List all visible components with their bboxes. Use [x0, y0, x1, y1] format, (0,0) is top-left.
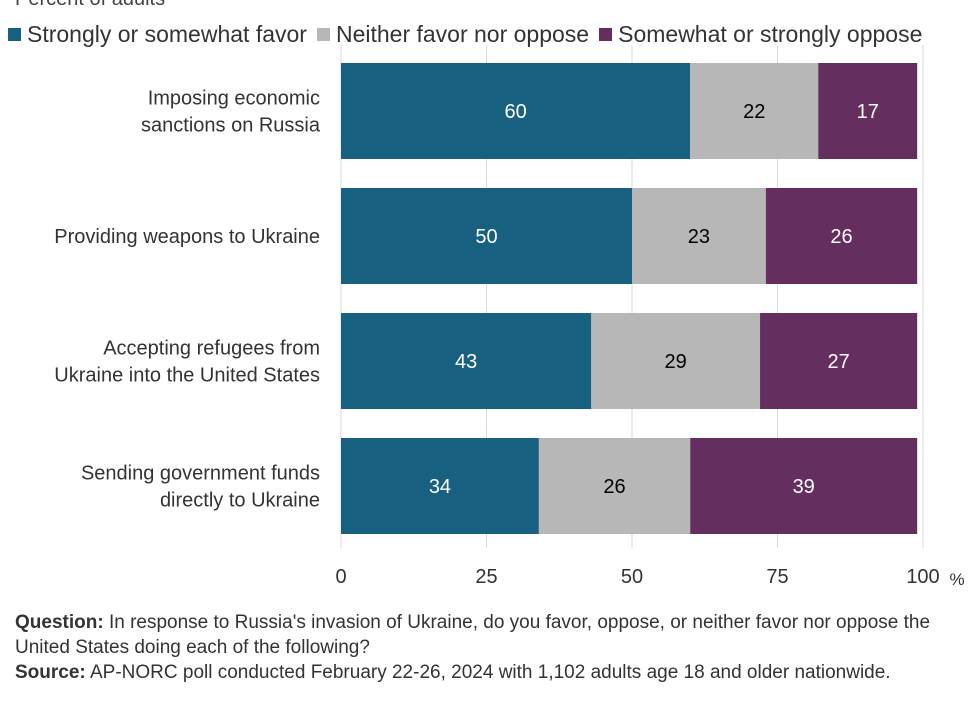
question-note: Question: In response to Russia's invasi…	[15, 610, 965, 660]
data-label-2-1: 29	[665, 351, 687, 373]
category-label-line: Ukraine into the United States	[54, 365, 320, 387]
tick-label-100: 100	[906, 566, 939, 588]
category-label-line: sanctions on Russia	[141, 115, 321, 137]
legend-label-oppose: Somewhat or strongly oppose	[618, 20, 923, 47]
bar-segment-2-2	[760, 313, 918, 409]
data-label-1-2: 26	[830, 226, 852, 248]
category-label-line: Accepting refugees from	[103, 338, 320, 360]
category-label-3: Sending government funds directly to Ukra…	[81, 463, 320, 512]
question-text: In response to Russia's invasion of Ukra…	[15, 612, 931, 658]
chart-subtitle: Percent of adults	[15, 0, 165, 11]
bar-segment-2-0	[341, 313, 592, 409]
data-label-0-0: 60	[504, 101, 526, 123]
source-text: AP-NORC poll conducted February 22-26, 2…	[85, 662, 891, 683]
data-label-3-1: 26	[603, 476, 625, 498]
source-label: Source:	[15, 662, 86, 683]
data-label-2-2: 27	[827, 351, 849, 373]
category-label-line: Sending government funds	[81, 463, 320, 485]
bar-segment-3-2	[690, 438, 918, 534]
source-note: Source: AP-NORC poll conducted February …	[15, 660, 965, 685]
legend: Strongly or somewhat favor Neither favor…	[8, 20, 932, 48]
bar-segment-0-2	[818, 63, 918, 159]
legend-swatch-favor	[8, 27, 21, 41]
data-label-1-0: 50	[475, 226, 497, 248]
category-label-0: Imposing economic sanctions on Russia	[141, 88, 321, 137]
data-label-0-2: 17	[857, 101, 879, 123]
bar-segment-3-1	[538, 438, 691, 534]
category-label-line: Imposing economic	[148, 88, 320, 110]
legend-swatch-neither	[316, 27, 330, 41]
chart-footer: Question: In response to Russia's invasi…	[15, 610, 965, 685]
category-label-line: directly to Ukraine	[160, 490, 320, 512]
legend-item-neither: Neither favor nor oppose	[316, 20, 590, 48]
category-label-2: Accepting refugees from Ukraine into the …	[54, 338, 320, 387]
question-label: Question:	[15, 612, 104, 633]
data-label-0-1: 22	[743, 101, 765, 123]
data-label-3-2: 39	[793, 476, 815, 498]
legend-item-favor: Strongly or somewhat favor	[8, 21, 307, 48]
x-axis-unit: %	[949, 570, 964, 589]
stacked-bar-chart: 60 22 17 Imposing economic sanctions on Russ…	[54, 45, 965, 589]
bar-segment-0-1	[690, 63, 819, 159]
bar-segment-0-0	[341, 63, 691, 159]
legend-label-favor: Strongly or somewhat favor	[27, 20, 307, 47]
legend-swatch-oppose	[599, 27, 613, 41]
data-label-3-0: 34	[429, 476, 451, 498]
category-label-1: Providing weapons to Ukraine	[54, 226, 320, 248]
data-label-2-0: 43	[455, 351, 477, 373]
bar-segment-2-1	[591, 313, 761, 409]
legend-item-oppose: Somewhat or strongly oppose	[599, 21, 922, 48]
data-label-1-1: 23	[688, 226, 710, 248]
tick-label-75: 75	[766, 566, 788, 588]
tick-label-25: 25	[475, 566, 497, 588]
bar-segment-1-1	[632, 188, 766, 284]
bar-segment-3-0	[341, 438, 539, 534]
bar-segment-1-2	[765, 188, 918, 284]
bar-segment-1-0	[341, 188, 632, 284]
tick-label-0: 0	[335, 566, 346, 588]
legend-label-neither: Neither favor nor oppose	[335, 20, 590, 47]
category-label-line: Providing weapons to Ukraine	[54, 226, 320, 248]
tick-label-50: 50	[621, 566, 643, 588]
